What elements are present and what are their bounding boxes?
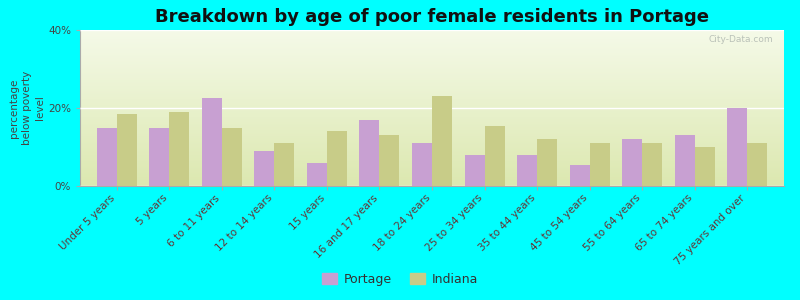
Bar (674, 135, 694, 186)
Y-axis label: percentage
below poverty
level: percentage below poverty level (9, 71, 45, 145)
Legend: Portage, Indiana: Portage, Indiana (317, 268, 483, 291)
Bar (432, 96, 452, 186)
Bar (150, 128, 170, 186)
Bar (642, 143, 662, 186)
Bar (537, 139, 557, 186)
Bar (747, 143, 767, 186)
Bar (222, 128, 242, 186)
Bar (590, 143, 610, 186)
Bar (202, 98, 222, 186)
Bar (379, 135, 399, 186)
Bar (727, 108, 747, 186)
Bar (694, 147, 714, 186)
Bar (412, 143, 432, 186)
Bar (622, 139, 642, 186)
Title: Breakdown by age of poor female residents in Portage: Breakdown by age of poor female resident… (155, 8, 709, 26)
Bar (274, 143, 294, 186)
Bar (170, 112, 190, 186)
Bar (465, 155, 485, 186)
Bar (517, 155, 537, 186)
Text: City-Data.com: City-Data.com (709, 35, 774, 44)
Bar (327, 131, 347, 186)
Bar (570, 164, 590, 186)
Bar (485, 125, 505, 186)
Bar (117, 114, 137, 186)
Bar (254, 151, 274, 186)
Bar (359, 120, 379, 186)
Bar (97, 128, 117, 186)
Bar (307, 163, 327, 186)
